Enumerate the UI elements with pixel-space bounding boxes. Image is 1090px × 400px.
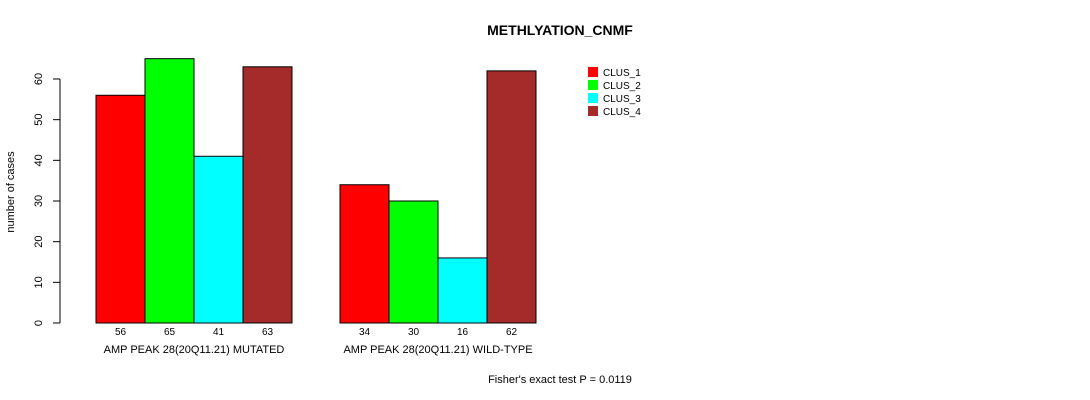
bar [95, 94, 146, 324]
y-tick-label: 50 [33, 114, 45, 126]
y-tick-label: 30 [33, 195, 45, 207]
legend-swatch [588, 106, 598, 116]
legend: CLUS_1 CLUS_2 CLUS_3 CLUS_4 [588, 67, 641, 118]
bar [242, 66, 293, 324]
fisher-test-footnote: Fisher's exact test P = 0.0119 [488, 374, 632, 386]
bar-value-label: 65 [164, 327, 176, 338]
legend-label: CLUS_1 [603, 68, 641, 79]
legend-label: CLUS_2 [603, 81, 641, 92]
bar-value-label: 34 [359, 327, 371, 338]
bar [437, 257, 488, 324]
legend-swatch [588, 80, 598, 90]
bar [388, 200, 439, 324]
legend-swatch [588, 67, 598, 77]
y-tick-label: 20 [33, 236, 45, 248]
bar [486, 70, 537, 324]
bar-value-label: 62 [506, 327, 518, 338]
y-axis: 0 10 20 30 40 50 60 [33, 73, 61, 326]
group-labels: AMP PEAK 28(20Q11.21) MUTATED AMP PEAK 28… [104, 344, 533, 356]
bar-value-label: 16 [457, 327, 469, 338]
group-label: AMP PEAK 28(20Q11.21) WILD-TYPE [343, 344, 532, 356]
chart-title: METHLYATION_CNMF [487, 22, 633, 38]
y-tick-label: 40 [33, 154, 45, 166]
y-tick-label: 60 [33, 73, 45, 85]
bar [144, 58, 195, 324]
bar-value-labels: 56 65 41 63 34 30 16 62 [115, 327, 518, 338]
legend-swatch [588, 93, 598, 103]
legend-label: CLUS_3 [603, 94, 641, 105]
bar-value-label: 41 [213, 327, 225, 338]
group-label: AMP PEAK 28(20Q11.21) MUTATED [104, 344, 285, 356]
y-axis-label: number of cases [5, 151, 17, 233]
bar-value-label: 63 [262, 327, 274, 338]
bar-value-label: 56 [115, 327, 127, 338]
bars [95, 58, 537, 324]
bar-value-label: 30 [408, 327, 420, 338]
bar [339, 184, 390, 324]
y-tick-label: 10 [33, 276, 45, 288]
y-tick-label: 0 [33, 320, 45, 326]
bar [193, 155, 244, 324]
legend-label: CLUS_4 [603, 107, 641, 118]
